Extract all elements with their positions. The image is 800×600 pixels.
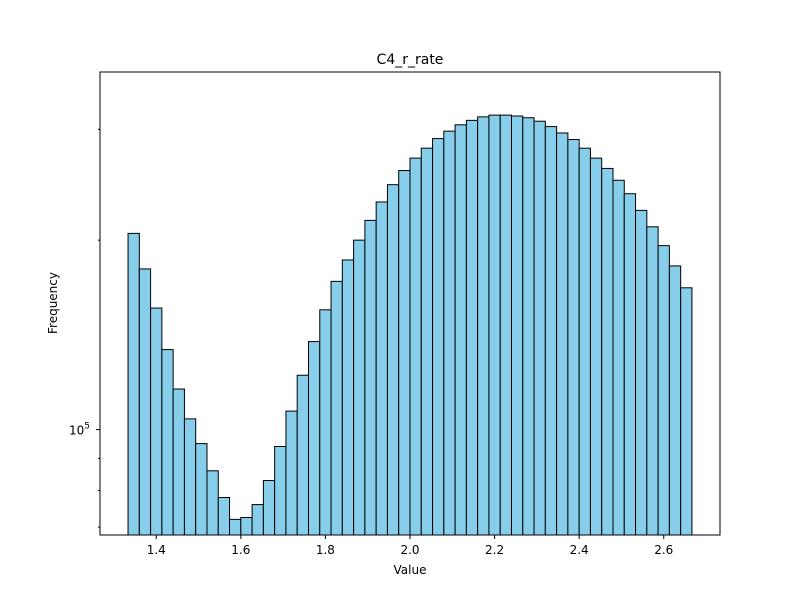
histogram-bar xyxy=(353,239,366,536)
histogram-bar xyxy=(240,516,253,536)
histogram-bar xyxy=(183,418,197,536)
histogram-bar xyxy=(274,446,287,536)
histogram-bar xyxy=(420,147,434,536)
x-tick-label: 2.4 xyxy=(570,543,589,557)
histogram-bars xyxy=(127,114,693,536)
histogram-bar xyxy=(635,209,648,536)
chart-title: C4_r_rate xyxy=(377,52,444,68)
histogram-bar xyxy=(567,139,580,536)
histogram-bar xyxy=(206,470,219,536)
histogram-bar xyxy=(612,179,625,536)
y-axis-label: Frequency xyxy=(46,272,60,334)
histogram-bar xyxy=(589,157,603,536)
histogram-bar xyxy=(409,157,422,536)
y-tick-label: 105 xyxy=(69,422,90,438)
histogram-bar xyxy=(172,388,185,536)
histogram-bar xyxy=(443,130,456,536)
x-tick-label: 1.8 xyxy=(316,543,335,557)
histogram-bar xyxy=(319,309,332,536)
y-axis-ticks: 105 xyxy=(69,128,100,528)
histogram-bar xyxy=(432,138,445,536)
histogram-bar xyxy=(386,184,400,536)
histogram-bar xyxy=(330,280,343,536)
histogram-bar xyxy=(375,201,388,536)
histogram-bar xyxy=(161,349,174,536)
histogram-bar xyxy=(488,114,501,536)
histogram-bar xyxy=(262,480,276,536)
histogram-bar xyxy=(296,374,309,536)
histogram-bar xyxy=(454,124,467,536)
histogram-bar xyxy=(477,116,490,536)
histogram-bar xyxy=(341,259,355,536)
histogram-bar xyxy=(499,114,512,536)
histogram-bar xyxy=(646,226,659,536)
histogram-bar xyxy=(127,232,140,536)
histogram-bar xyxy=(195,443,208,536)
x-axis-label: Value xyxy=(394,563,427,577)
histogram-bar xyxy=(217,497,231,536)
histogram-bar xyxy=(533,120,546,536)
histogram-bar xyxy=(544,126,558,536)
histogram-bar xyxy=(307,341,321,536)
histogram-bar xyxy=(601,167,614,536)
x-tick-label: 1.4 xyxy=(147,543,166,557)
x-axis-ticks: 1.4 1.6 1.8 2.0 2.2 2.4 2.6 xyxy=(147,535,673,557)
histogram-bar xyxy=(578,147,591,536)
histogram-bar xyxy=(668,265,682,536)
histogram-bar xyxy=(251,504,264,536)
histogram-bar xyxy=(364,219,377,536)
histogram-bar xyxy=(522,117,535,536)
histogram-bar xyxy=(398,170,411,536)
x-tick-label: 2.0 xyxy=(400,543,419,557)
histogram-bar xyxy=(556,132,569,536)
histogram-bar xyxy=(229,518,242,536)
histogram-bar xyxy=(150,307,163,536)
histogram-bar xyxy=(138,268,152,536)
histogram-bar xyxy=(510,115,524,536)
histogram-bar xyxy=(680,287,693,536)
histogram-bar xyxy=(623,193,637,536)
histogram-bar xyxy=(657,245,670,536)
x-tick-label: 2.6 xyxy=(654,543,673,557)
histogram-bar xyxy=(465,119,479,536)
x-tick-label: 1.6 xyxy=(231,543,250,557)
x-tick-label: 2.2 xyxy=(485,543,504,557)
histogram-bar xyxy=(285,410,298,536)
